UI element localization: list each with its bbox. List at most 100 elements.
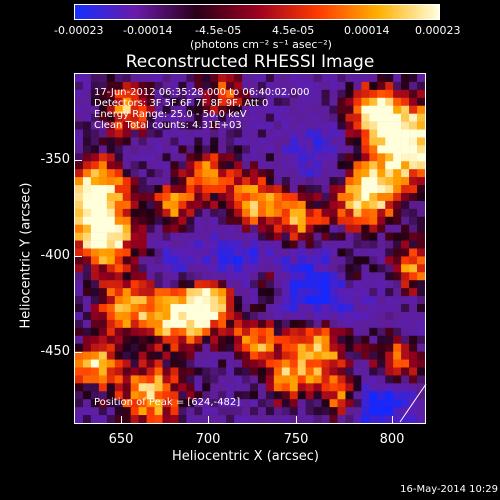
heatmap-cell [178, 335, 187, 344]
heatmap-cell [369, 161, 378, 170]
heatmap-cell [162, 97, 171, 107]
heatmap-cell [146, 288, 155, 297]
heatmap-cell [234, 208, 243, 218]
heatmap-cell [210, 137, 219, 146]
heatmap-cell [289, 74, 299, 83]
heatmap-cell [210, 105, 219, 114]
heatmap-cell [106, 161, 116, 170]
heatmap-cell [385, 304, 394, 313]
heatmap-cell [329, 137, 338, 146]
heatmap-cell [242, 319, 251, 329]
heatmap-cell [146, 296, 155, 305]
heatmap-cell [369, 288, 378, 297]
heatmap-cell [257, 264, 267, 273]
heatmap-cell [242, 153, 251, 162]
heatmap-cell [82, 169, 92, 178]
heatmap-cell [281, 351, 291, 360]
heatmap-cell [130, 351, 139, 360]
heatmap-cell [257, 129, 267, 138]
heatmap-cell [146, 319, 155, 329]
heatmap-cell [250, 192, 259, 202]
heatmap-cell [106, 264, 116, 273]
heatmap-cell [353, 383, 362, 392]
heatmap-cell [377, 145, 386, 154]
heatmap-cell [257, 97, 267, 107]
heatmap-cell [98, 264, 108, 273]
heatmap-cell [226, 304, 235, 313]
heatmap-cell [226, 383, 235, 392]
heatmap-cell [162, 169, 171, 178]
heatmap-cell [345, 272, 354, 281]
heatmap-cell [146, 256, 155, 265]
heatmap-cell [226, 288, 235, 297]
heatmap-cell [154, 288, 163, 297]
heatmap-cell [146, 264, 155, 273]
heatmap-cell [226, 327, 235, 337]
heatmap-cell [297, 153, 306, 162]
heatmap-cell [250, 145, 259, 154]
heatmap-cell [265, 161, 275, 170]
heatmap-cell [186, 145, 195, 154]
heatmap-cell [345, 121, 354, 130]
heatmap-cell [226, 169, 235, 178]
heatmap-cell [393, 89, 402, 99]
heatmap-cell [178, 256, 187, 265]
heatmap-cell [98, 407, 108, 416]
heatmap-cell [289, 375, 299, 384]
heatmap-cell [178, 81, 187, 91]
heatmap-cell [162, 161, 171, 170]
heatmap-cell [265, 351, 275, 360]
heatmap-cell [250, 359, 259, 368]
heatmap-cell [385, 105, 394, 114]
heatmap-cell [409, 359, 418, 368]
heatmap-cell [202, 311, 211, 321]
heatmap-cell [369, 335, 378, 344]
heatmap-cell [242, 288, 251, 297]
heatmap-cell [82, 185, 92, 194]
heatmap-cell [106, 89, 116, 99]
heatmap-cell [186, 129, 195, 138]
heatmap-cell [369, 343, 378, 352]
heatmap-cell [265, 145, 275, 154]
heatmap-cell [409, 288, 418, 297]
heatmap-cell [337, 240, 346, 249]
heatmap-cell [186, 407, 195, 416]
heatmap-cell [337, 327, 346, 337]
heatmap-cell [210, 264, 219, 273]
heatmap-cell [273, 383, 283, 392]
heatmap-cell [114, 200, 124, 210]
heatmap-cell [313, 319, 322, 329]
heatmap-cell [353, 304, 362, 313]
heatmap-cell [250, 272, 259, 281]
heatmap-cell [98, 177, 108, 186]
heatmap-cell [337, 145, 346, 154]
heatmap-cell [90, 129, 100, 138]
heatmap-cell [130, 192, 139, 202]
heatmap-cell [234, 391, 243, 400]
heatmap-cell [345, 383, 354, 392]
heatmap-cell [90, 391, 100, 400]
heatmap-cell [257, 415, 267, 423]
colorbar-tick-label: -0.00014 [123, 24, 173, 37]
heatmap-cell [321, 335, 330, 344]
heatmap-cell [273, 256, 283, 265]
heatmap-cell [281, 145, 291, 154]
heatmap-cell [186, 121, 195, 130]
heatmap-cell [329, 272, 338, 281]
heatmap-cell [257, 192, 267, 202]
heatmap-cell [257, 121, 267, 130]
heatmap-cell [210, 383, 219, 392]
heatmap-cell [90, 121, 100, 130]
heatmap-cell [297, 319, 306, 329]
heatmap-cell [361, 121, 370, 130]
heatmap-cell [369, 351, 378, 360]
heatmap-cell [154, 391, 163, 400]
heatmap-cell [194, 216, 203, 225]
heatmap-cell [265, 81, 275, 91]
heatmap-cell [337, 192, 346, 202]
heatmap-cell [353, 192, 362, 202]
heatmap-cell [385, 311, 394, 321]
heatmap-cell [281, 311, 291, 321]
heatmap-cell [82, 240, 92, 249]
heatmap-cell [265, 121, 275, 130]
